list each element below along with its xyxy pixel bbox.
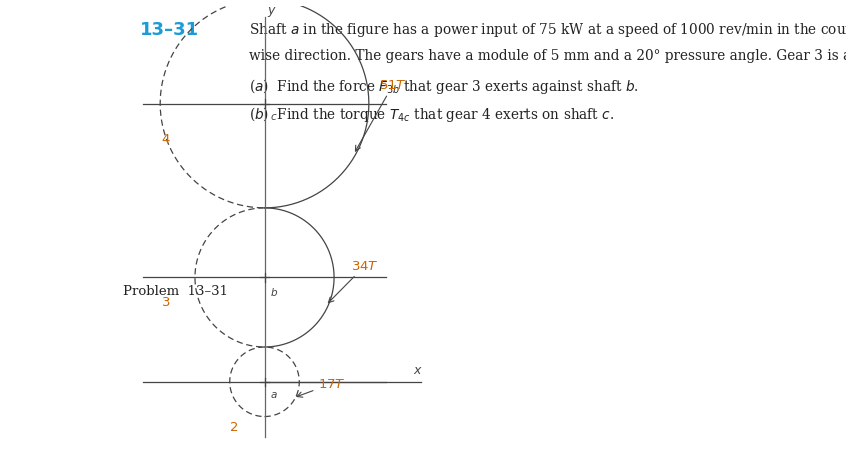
Text: 13–31: 13–31 bbox=[140, 20, 200, 38]
Text: ($b$)  Find the torque $T_{4c}$ that gear 4 exerts on shaft $c$.: ($b$) Find the torque $T_{4c}$ that gear… bbox=[250, 105, 614, 124]
Text: Shaft $a$ in the figure has a power input of 75 kW at a speed of 1000 rev/min in: Shaft $a$ in the figure has a power inpu… bbox=[250, 20, 846, 38]
Text: $34T$: $34T$ bbox=[328, 259, 379, 303]
Text: $2$: $2$ bbox=[228, 420, 238, 433]
Text: $c$: $c$ bbox=[271, 112, 278, 122]
Text: $3$: $3$ bbox=[162, 296, 171, 308]
Text: $51T$: $51T$ bbox=[355, 79, 407, 152]
Text: $a$: $a$ bbox=[271, 389, 278, 399]
Text: $x$: $x$ bbox=[413, 363, 422, 376]
Text: $17T$: $17T$ bbox=[297, 377, 346, 397]
Text: $b$: $b$ bbox=[271, 285, 278, 298]
Text: ($a$)  Find the force $F_{3b}$ that gear 3 exerts against shaft $b$.: ($a$) Find the force $F_{3b}$ that gear … bbox=[250, 77, 639, 96]
Text: $4$: $4$ bbox=[161, 132, 171, 146]
Text: $y$: $y$ bbox=[267, 5, 277, 19]
Text: wise direction. The gears have a module of 5 mm and a 20° pressure angle. Gear 3: wise direction. The gears have a module … bbox=[250, 49, 846, 63]
Text: Problem  13–31: Problem 13–31 bbox=[123, 285, 228, 298]
